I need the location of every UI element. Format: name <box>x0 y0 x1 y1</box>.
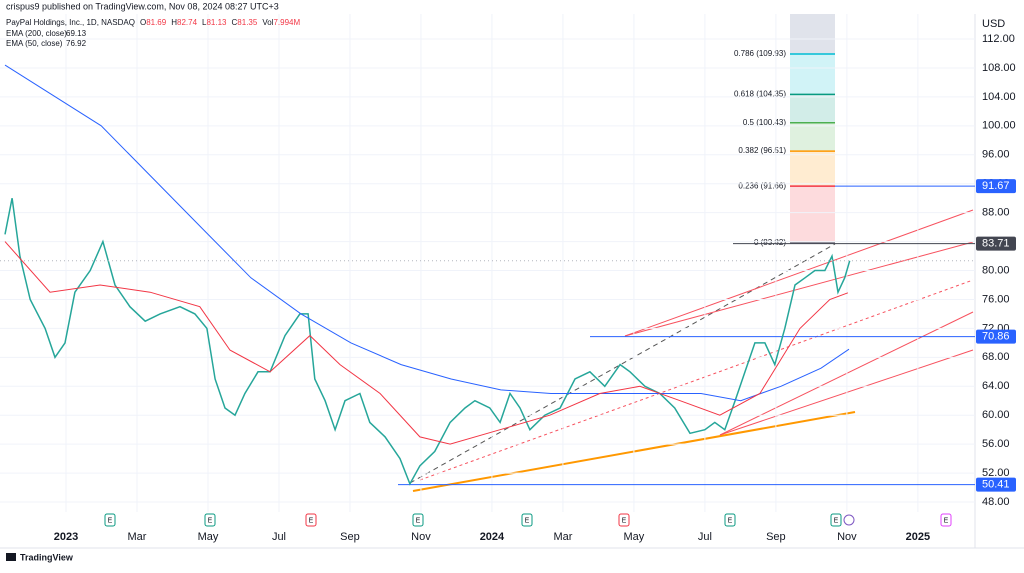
price-label: 70.86 <box>982 331 1010 343</box>
fib-label: 0.5 (100.43) <box>743 118 786 127</box>
earnings-label: E <box>208 517 213 524</box>
earnings-marker <box>204 513 216 527</box>
fib-label: 0.236 (91.66) <box>738 181 786 190</box>
publisher: crispus9 published on TradingView.com, N… <box>6 1 279 11</box>
earnings-label: E <box>728 517 733 524</box>
earnings-marker <box>104 513 116 527</box>
currency: USD <box>982 18 1005 30</box>
x-tick-label: Mar <box>128 531 147 543</box>
earnings-marker <box>412 513 424 527</box>
y-tick-label: 52.00 <box>982 467 1010 479</box>
price-label: 91.67 <box>982 180 1010 192</box>
earnings-marker <box>618 513 630 527</box>
x-tick-label: May <box>198 531 219 543</box>
x-tick-label: 2023 <box>54 531 78 543</box>
earnings-marker <box>940 513 952 527</box>
y-tick-label: 88.00 <box>982 207 1010 219</box>
legend-name: EMA (200, close) <box>6 29 67 38</box>
symbol: PayPal Holdings, Inc., 1D, NASDAQ <box>6 18 135 27</box>
x-tick-label: 2024 <box>480 531 505 543</box>
ohlc-name: H <box>171 18 177 27</box>
y-tick-label: 64.00 <box>982 380 1010 392</box>
legend-value: 76.92 <box>66 39 87 48</box>
fib-band <box>790 151 835 187</box>
x-tick-label: Jul <box>698 531 712 543</box>
price-line <box>4 198 851 486</box>
x-tick-label: Sep <box>340 531 360 543</box>
fib-label: 0.382 (96.51) <box>738 146 786 155</box>
earnings-label: E <box>108 517 113 524</box>
brand: TradingView <box>20 552 74 562</box>
channel-line <box>624 209 974 337</box>
ema-line <box>4 64 850 402</box>
fib-label: 0.786 (109.93) <box>734 49 786 58</box>
ohlc-name: C <box>232 18 238 27</box>
earnings-label: E <box>416 517 421 524</box>
y-tick-label: 56.00 <box>982 438 1010 450</box>
channel-line <box>419 279 974 481</box>
price-label-box <box>976 477 1016 492</box>
x-tick-label: 2025 <box>906 531 930 543</box>
fib-label: 0.618 (104.35) <box>734 89 786 98</box>
ohlc-value: 81.69 <box>146 18 167 27</box>
earnings-marker <box>521 513 533 527</box>
ohlc-name: O <box>140 18 146 27</box>
legend-title: PayPal Holdings, Inc., 1D, NASDAQ O81.69 H… <box>6 18 300 27</box>
event-marker <box>843 514 855 526</box>
x-tick-label: Nov <box>837 531 857 543</box>
earnings-label: E <box>944 517 949 524</box>
earnings-marker <box>305 513 317 527</box>
fib-band <box>790 54 835 95</box>
y-tick-label: 76.00 <box>982 293 1010 305</box>
y-tick-label: 80.00 <box>982 264 1010 276</box>
y-tick-label: 100.00 <box>982 120 1016 132</box>
y-tick-label: 48.00 <box>982 496 1010 508</box>
price-label-box <box>976 329 1016 344</box>
ohlc-name: Vol <box>262 18 273 27</box>
x-tick-label: Jul <box>272 531 286 543</box>
earnings-marker <box>830 513 842 527</box>
fib-label: 0 (83.82) <box>754 238 786 247</box>
price-label-box <box>976 179 1016 194</box>
ohlc-name: L <box>202 18 207 27</box>
fib-group: 0.786 (109.93) 0.618 (104.35) 0.5 (100.43)… <box>734 49 835 247</box>
x-tick-label: Sep <box>766 531 786 543</box>
x-tick-label: May <box>624 531 645 543</box>
x-tick-label: Mar <box>553 531 572 543</box>
trend-line <box>409 243 836 484</box>
fib-band <box>790 186 835 243</box>
ohlc-value: 81.13 <box>206 18 227 27</box>
price-label-box <box>976 236 1016 251</box>
earnings-label: E <box>834 517 839 524</box>
ohlc-value: 82.74 <box>177 18 198 27</box>
ohlc-value: 7.994M <box>273 18 300 27</box>
earnings-label: E <box>622 517 627 524</box>
ohlc-value: 81.35 <box>237 18 258 27</box>
legend-value: 69.13 <box>66 29 87 38</box>
fib-band <box>790 14 835 54</box>
x-tick-label: Nov <box>411 531 431 543</box>
price-label: 50.41 <box>982 478 1010 490</box>
fib-band <box>790 94 835 123</box>
legend-name: EMA (50, close) <box>6 39 63 48</box>
earnings-marker <box>724 513 736 527</box>
price-label: 83.71 <box>982 238 1010 250</box>
y-tick-label: 104.00 <box>982 91 1016 103</box>
y-tick-label: 108.00 <box>982 62 1016 74</box>
y-tick-label: 60.00 <box>982 409 1010 421</box>
fib-band <box>790 122 835 152</box>
ema-line <box>4 241 849 445</box>
earnings-label: E <box>525 517 530 524</box>
y-tick-label: 68.00 <box>982 351 1010 363</box>
earnings-label: E <box>309 517 314 524</box>
y-tick-label: 96.00 <box>982 149 1010 161</box>
channel-line <box>624 241 974 337</box>
brand-logo <box>6 553 16 561</box>
y-tick-label: 112.00 <box>982 33 1015 45</box>
